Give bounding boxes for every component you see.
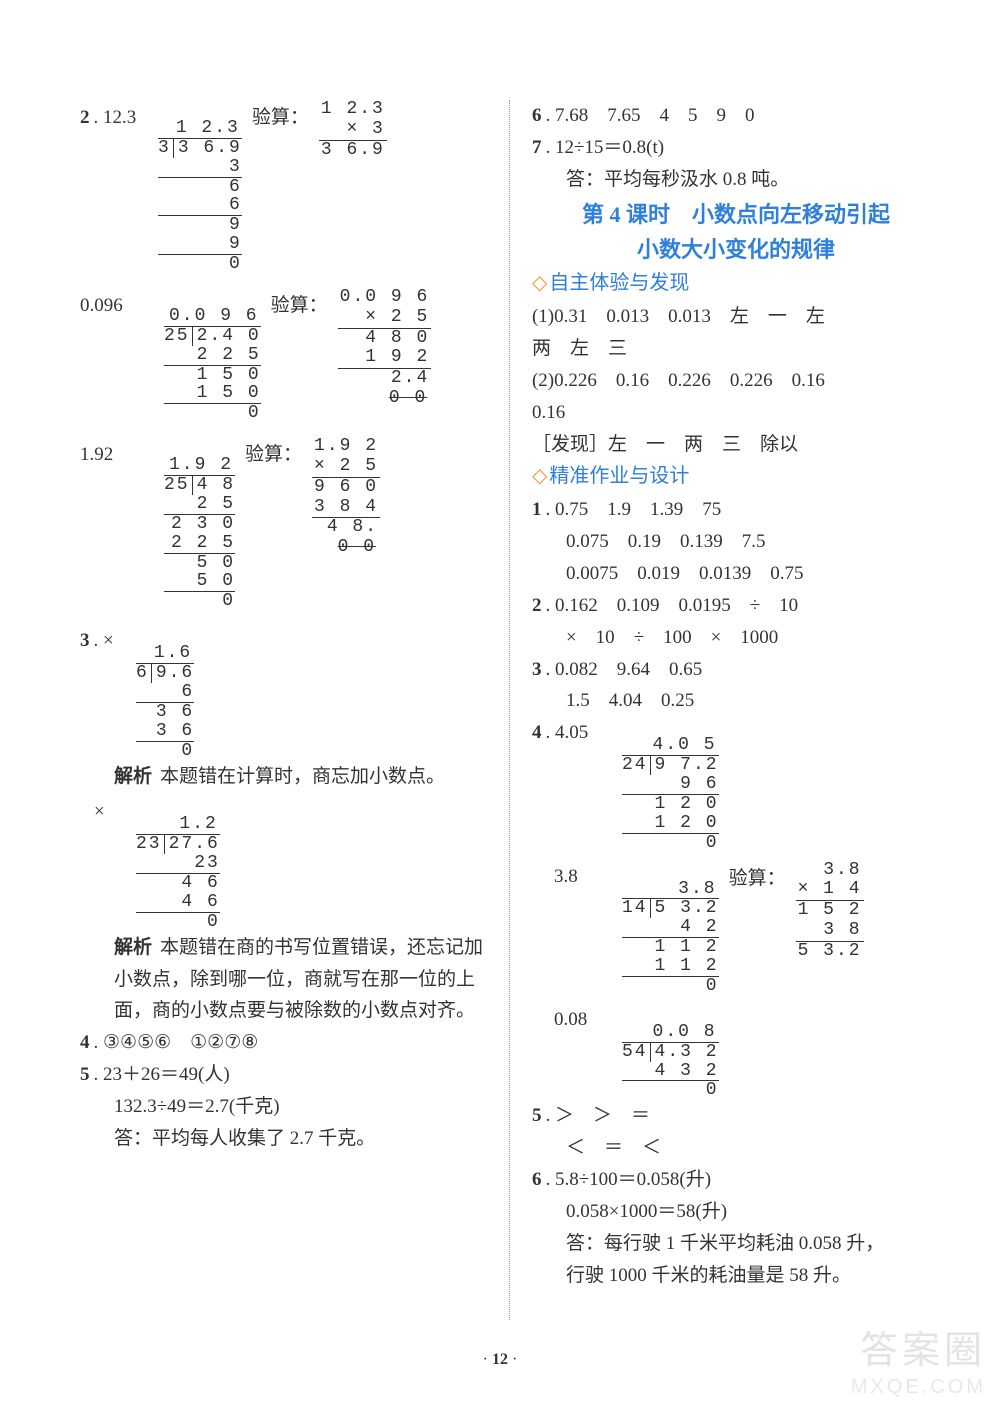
column-divider <box>506 100 514 1320</box>
q3-analysisA: 本题错在计算时，商忘加小数点。 <box>160 766 445 787</box>
b4-div3: 0.0 8 544.3 2 4 3 2 0 <box>622 1004 719 1100</box>
q2-mul2: 0.0 9 6 × 2 5 4 8 0 1 9 2 2.4 0 0 <box>338 288 432 409</box>
q2-div1: 1 2.3 33 6.9 3 6 6 9 9 0 <box>158 100 242 274</box>
q3-analysisB: 解析本题错在商的书写位置错误，还忘记加小数点，除到哪一位，商就写在那一位的上面，… <box>80 932 492 1028</box>
q2-chk1-label: 验算： <box>252 100 309 134</box>
q2-mul3: 1.9 2 × 2 5 9 6 0 3 8 4 4 8.0 0 <box>312 437 380 558</box>
lesson-title2: 小数大小变化的规律 <box>532 235 940 266</box>
q3-label: 3 <box>80 630 90 651</box>
b6-l1: 5.8÷100＝0.058(升) <box>555 1169 711 1190</box>
b4-div2: 3.8 145 3.2 4 2 1 1 2 1 1 2 0 <box>622 861 719 996</box>
q3-divA: 1.6 69.6 6 3 6 3 6 0 <box>136 625 194 760</box>
q2-ans1: 12.3 <box>103 107 136 128</box>
r-q7-label: 7 <box>532 137 542 158</box>
q5-l2: 132.3÷49＝2.7(千克) <box>80 1091 492 1123</box>
b4: 4. 4.05 4.0 5 249 7.2 9 6 1 2 0 1 2 0 0 … <box>532 717 940 1100</box>
r-q6-text: 7.68 7.65 4 5 9 0 <box>555 105 755 126</box>
q2-ans2: 0.096 <box>80 295 123 316</box>
section-A: ◇自主体验与发现 <box>532 267 940 301</box>
q4-label: 4 <box>80 1032 90 1053</box>
right-column: 6. 7.68 7.65 4 5 9 0 7. 12÷15＝0.8(t) 答：平… <box>514 100 940 1320</box>
section-B: ◇精准作业与设计 <box>532 460 940 494</box>
q5-l3: 答：平均每人收集了 2.7 千克。 <box>80 1123 492 1155</box>
q2-div3: 1.9 2 254 8 2 5 2 3 0 2 2 5 5 0 5 0 0 <box>164 437 235 611</box>
analysis-label: 解析 <box>114 766 152 787</box>
q5-l1: 23＋26＝49(人) <box>103 1064 230 1085</box>
b1-r1: 0.75 1.9 1.39 75 <box>555 499 721 520</box>
b1-r2: 0.075 0.19 0.139 7.5 <box>532 526 940 558</box>
find: ［发现］左 一 两 三 除以 <box>532 429 940 461</box>
q2-div2: 0.0 9 6 252.4 0 2 2 5 1 5 0 1 5 0 0 <box>164 288 261 423</box>
q3: 3. × 1.6 69.6 6 3 6 3 6 0 解析本题错在计算时，商忘加小… <box>80 625 492 1027</box>
q3-mark2: × <box>94 801 105 822</box>
b4-div1: 4.0 5 249 7.2 9 6 1 2 0 1 2 0 0 <box>622 717 719 852</box>
q2: 2. 12.3 1 2.3 33 6.9 3 6 6 9 9 0 验算： <box>80 100 492 611</box>
q5-label: 5 <box>80 1064 90 1085</box>
q2-chk2-label: 验算： <box>271 288 328 322</box>
b2-label: 2 <box>532 595 542 616</box>
a1b: 两 左 三 <box>532 333 940 365</box>
r-q6-label: 6 <box>532 105 542 126</box>
b3-r1: 0.082 9.64 0.65 <box>555 659 702 680</box>
b6-l4: 行驶 1000 千米的耗油量是 58 升。 <box>532 1260 940 1292</box>
q4-text: ③④⑤⑥ ①②⑦⑧ <box>103 1032 258 1053</box>
b5-r1: ＞ ＞ ＝ <box>555 1105 650 1126</box>
b1-label: 1 <box>532 499 542 520</box>
b3-label: 3 <box>532 659 542 680</box>
r-q7-l2: 答：平均每秒汲水 0.8 吨。 <box>532 164 940 196</box>
b4-a3: 0.08 <box>554 1009 587 1030</box>
r-q7-l1: 12÷15＝0.8(t) <box>555 137 664 158</box>
a1: (1)0.31 0.013 0.013 左 一 左 <box>532 301 940 333</box>
b4-a1: 4.05 <box>555 722 588 743</box>
lesson-title1: 第 4 课时 小数点向左移动引起 <box>532 200 940 231</box>
q2-mul1: 1 2.3 × 3 3 6.9 <box>319 100 387 160</box>
b3-r2: 1.5 4.04 0.25 <box>532 685 940 717</box>
q2-chk3-label: 验算： <box>245 437 302 471</box>
q3-divB: 1.2 2327.6 23 4 6 4 6 0 <box>136 796 220 931</box>
b5-r2: ＜ ＝ ＜ <box>532 1132 940 1164</box>
q3-mark: × <box>103 630 114 651</box>
watermark: 答案圈 MXQE.COM <box>851 1329 986 1399</box>
b2-r2: × 10 ÷ 100 × 1000 <box>532 622 940 654</box>
b6-l3: 答：每行驶 1 千米平均耗油 0.058 升， <box>532 1228 940 1260</box>
b4-chk-label: 验算： <box>729 861 786 895</box>
a2b: 0.16 <box>532 397 940 429</box>
a2: (2)0.226 0.16 0.226 0.226 0.16 <box>532 365 940 397</box>
b4-label: 4 <box>532 722 542 743</box>
b4-a2: 3.8 <box>554 866 578 887</box>
b1-r3: 0.0075 0.019 0.0139 0.75 <box>532 558 940 590</box>
b4-mul: 3.8 × 1 4 1 5 2 3 8 5 3.2 <box>796 861 864 962</box>
b5-label: 5 <box>532 1105 542 1126</box>
q2-ans3: 1.92 <box>80 444 113 465</box>
b6-l2: 0.058×1000＝58(升) <box>532 1196 940 1228</box>
q2-label: 2 <box>80 107 90 128</box>
left-column: 2. 12.3 1 2.3 33 6.9 3 6 6 9 9 0 验算： <box>80 100 506 1320</box>
b6-label: 6 <box>532 1169 542 1190</box>
b2-r1: 0.162 0.109 0.0195 ÷ 10 <box>555 595 798 616</box>
